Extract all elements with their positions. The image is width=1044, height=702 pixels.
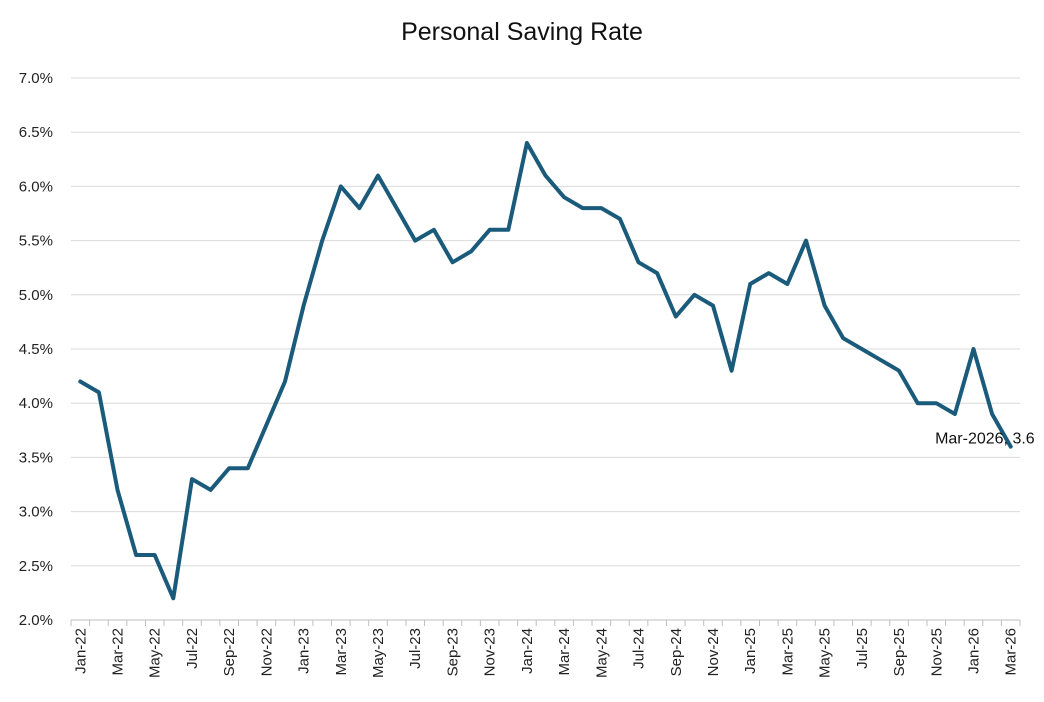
x-tick-label: Jan-24 (519, 628, 536, 674)
chart-title: Personal Saving Rate (401, 18, 643, 46)
x-tick-label: Jul-23 (407, 628, 424, 669)
y-tick-label: 5.0% (19, 287, 53, 304)
x-tick-label: Mar-22 (110, 628, 127, 676)
y-tick-label: 4.0% (19, 395, 53, 412)
x-tick-label: Nov-23 (482, 628, 499, 676)
x-tick-label: Mar-25 (779, 628, 796, 676)
x-tick-label: Jan-23 (296, 628, 313, 674)
annotations: Mar-2026, 3.6 (935, 431, 1035, 448)
x-tick-label: Jul-24 (631, 628, 648, 669)
gridlines (70, 77, 1021, 626)
x-tick-label: Sep-23 (444, 628, 461, 676)
x-tick-label: Jul-25 (854, 628, 871, 669)
x-tick-label: Jan-26 (965, 628, 982, 674)
series-layer (78, 141, 1013, 601)
y-tick-label: 7.0% (19, 70, 53, 87)
y-tick-label: 2.5% (19, 558, 53, 575)
data-label: Mar-2026, 3.6 (935, 431, 1035, 448)
y-tick-label: 3.5% (19, 449, 53, 466)
x-tick-label: Nov-24 (705, 628, 722, 676)
x-tick-label: May-25 (817, 628, 834, 678)
x-tick-label: Nov-22 (258, 628, 275, 676)
x-tick-label: May-23 (370, 628, 387, 678)
x-axis-tick-labels: Jan-22 Mar-22 May-22 Jul-22 Sep-22 Nov-22 Jan-… (72, 628, 1019, 678)
x-tick-label: Sep-25 (891, 628, 908, 676)
x-tick-label: May-22 (147, 628, 164, 678)
x-tick-label: Sep-22 (221, 628, 238, 676)
x-tick-label: May-24 (593, 628, 610, 678)
y-tick-label: 3.0% (19, 504, 53, 521)
y-tick-label: 5.5% (19, 233, 53, 250)
x-tick-label: Mar-24 (556, 628, 573, 676)
x-tick-label: Jan-22 (72, 628, 89, 674)
y-axis-tick-labels: 2.0% 2.5% 3.0% 3.5% 4.0% 4.5% 5.0% 5.5% 6.0% 6.5%… (19, 70, 53, 629)
y-tick-label: 6.5% (19, 124, 53, 141)
y-tick-label: 4.5% (19, 341, 53, 358)
x-tick-label: Mar-26 (1003, 628, 1020, 676)
x-tick-label: Jul-22 (184, 628, 201, 669)
x-tick-label: Sep-24 (668, 628, 685, 676)
x-tick-label: Mar-23 (333, 628, 350, 676)
series-line (78, 141, 1013, 601)
y-tick-label: 6.0% (19, 178, 53, 195)
y-tick-label: 2.0% (19, 612, 53, 629)
x-tick-label: Jan-25 (742, 628, 759, 674)
x-tick-label: Nov-25 (928, 628, 945, 676)
